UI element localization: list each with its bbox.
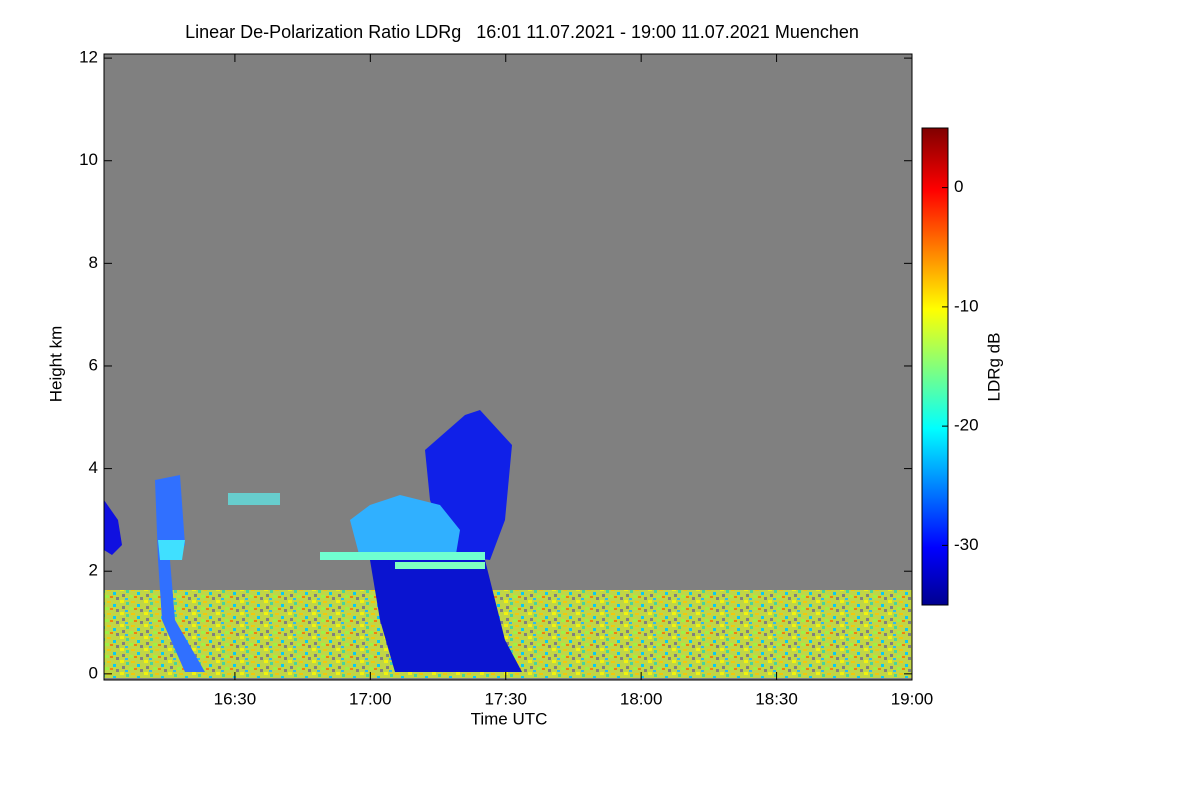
x-tick-label: 16:30 [214, 689, 257, 708]
x-tick-label: 18:00 [620, 689, 663, 708]
y-tick-label: 8 [89, 253, 98, 272]
echo [350, 495, 460, 560]
echo [370, 560, 522, 672]
colorbar-tick-label: -20 [954, 416, 979, 435]
colorbar [921, 127, 949, 606]
plot-background [104, 54, 912, 680]
y-axis-label: Height km [46, 326, 65, 403]
y-tick-label: 6 [89, 355, 98, 374]
plot-frame [103, 53, 913, 681]
plot-area [104, 54, 912, 680]
colorbar-tick-label: -10 [954, 296, 979, 315]
colorbar-tick-label: -30 [954, 535, 979, 554]
echo-field [104, 410, 912, 678]
chart-title: Linear De-Polarization Ratio LDRg 16:01 … [185, 22, 859, 42]
x-tick-label: 18:30 [755, 689, 798, 708]
y-tick-label: 0 [89, 663, 98, 682]
x-tick-label: 19:00 [891, 689, 934, 708]
y-tick-label: 2 [89, 561, 98, 580]
echo [155, 475, 205, 672]
x-axis-label: Time UTC [471, 709, 548, 728]
y-tick-label: 10 [79, 150, 98, 169]
y-tick-label: 4 [89, 458, 98, 477]
colorbar-tick-label: 0 [954, 177, 963, 196]
echo [395, 562, 485, 569]
colorbar-label: LDRg dB [984, 333, 1003, 402]
y-tick-label: 12 [79, 48, 98, 67]
x-tick-label: 17:30 [484, 689, 527, 708]
echo [158, 540, 185, 560]
echo [228, 493, 280, 505]
echo [320, 552, 485, 560]
echo [104, 500, 122, 555]
x-tick-label: 17:00 [349, 689, 392, 708]
